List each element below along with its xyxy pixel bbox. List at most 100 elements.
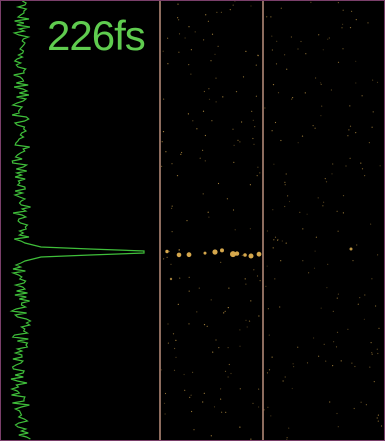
noise-speckle bbox=[190, 394, 192, 396]
noise-speckle bbox=[211, 120, 213, 122]
noise-speckle bbox=[342, 9, 344, 11]
noise-speckle bbox=[357, 303, 359, 305]
noise-speckle bbox=[266, 230, 268, 232]
noise-speckle bbox=[208, 98, 211, 100]
noise-speckle bbox=[266, 372, 269, 374]
noise-speckle bbox=[284, 376, 286, 378]
noise-speckle bbox=[171, 205, 173, 207]
noise-speckle bbox=[353, 407, 355, 410]
noise-speckle bbox=[239, 329, 241, 331]
noise-speckle bbox=[318, 34, 320, 36]
noise-speckle bbox=[178, 33, 181, 35]
noise-speckle bbox=[286, 437, 288, 439]
noise-speckle bbox=[215, 339, 217, 341]
bright-spot bbox=[243, 253, 247, 257]
noise-speckle bbox=[228, 363, 230, 366]
noise-speckle bbox=[227, 376, 229, 378]
bright-spot bbox=[186, 252, 192, 258]
noise-speckle bbox=[215, 101, 217, 103]
noise-speckle bbox=[239, 388, 241, 390]
noise-speckle bbox=[256, 175, 258, 177]
noise-speckle bbox=[241, 121, 243, 123]
noise-speckle bbox=[281, 240, 283, 242]
noise-speckle bbox=[342, 212, 344, 214]
noise-speckle bbox=[313, 267, 316, 269]
noise-speckle bbox=[184, 389, 186, 391]
noise-speckle bbox=[348, 129, 350, 131]
noise-speckle bbox=[290, 36, 292, 38]
noise-speckle bbox=[342, 48, 344, 50]
bright-spot bbox=[234, 251, 240, 256]
noise-speckle bbox=[203, 39, 205, 41]
noise-speckle bbox=[361, 168, 364, 170]
noise-speckle bbox=[314, 127, 316, 129]
noise-speckle bbox=[284, 54, 286, 56]
noise-speckle bbox=[230, 372, 232, 375]
noise-speckle bbox=[270, 415, 272, 417]
noise-speckle bbox=[301, 135, 304, 137]
noise-speckle bbox=[341, 27, 343, 29]
noise-speckle bbox=[258, 388, 260, 390]
noise-speckle bbox=[368, 142, 370, 144]
noise-speckle bbox=[258, 406, 260, 408]
noise-speckle bbox=[248, 320, 251, 322]
noise-speckle bbox=[268, 369, 271, 371]
noise-speckle bbox=[196, 311, 198, 313]
noise-speckle bbox=[255, 95, 257, 97]
noise-speckle bbox=[330, 89, 332, 91]
noise-speckle bbox=[361, 95, 363, 97]
noise-speckle bbox=[336, 331, 339, 333]
noise-speckle bbox=[317, 197, 319, 199]
noise-speckle bbox=[292, 363, 294, 365]
noise-speckle bbox=[315, 77, 317, 79]
noise-speckle bbox=[167, 323, 169, 325]
noise-speckle bbox=[204, 134, 206, 137]
noise-speckles-left-panel bbox=[160, 1, 261, 440]
noise-speckle bbox=[220, 261, 222, 263]
noise-speckle bbox=[321, 105, 323, 107]
noise-speckle bbox=[220, 398, 222, 400]
noise-speckle bbox=[356, 244, 358, 246]
noise-speckle bbox=[250, 300, 252, 302]
noise-speckle bbox=[167, 342, 169, 344]
noise-speckle bbox=[272, 84, 275, 86]
noise-speckle bbox=[160, 369, 163, 371]
noise-speckle bbox=[273, 163, 275, 165]
bright-spot bbox=[256, 251, 262, 257]
noise-speckle bbox=[233, 144, 235, 146]
noise-speckle bbox=[170, 263, 172, 265]
noise-speckle bbox=[161, 141, 163, 143]
noise-speckle bbox=[347, 135, 349, 137]
noise-speckle bbox=[369, 366, 371, 368]
noise-speckle bbox=[332, 163, 334, 165]
noise-speckle bbox=[351, 362, 353, 364]
noise-speckle bbox=[232, 209, 235, 211]
noise-speckle bbox=[264, 107, 266, 109]
noise-speckle bbox=[220, 388, 222, 390]
noise-speckle bbox=[257, 166, 259, 168]
noise-speckle bbox=[292, 97, 294, 99]
noise-speckle bbox=[168, 250, 170, 253]
noise-speckle bbox=[253, 269, 255, 271]
noise-speckle bbox=[325, 360, 327, 362]
noise-speckle bbox=[363, 318, 365, 320]
noise-speckle bbox=[207, 211, 209, 213]
noise-speckle bbox=[188, 276, 190, 278]
bright-spot bbox=[176, 252, 182, 258]
noise-speckle bbox=[279, 306, 281, 308]
noise-speckle bbox=[215, 77, 217, 79]
noise-speckle bbox=[302, 228, 304, 230]
noise-speckle bbox=[181, 151, 183, 154]
noise-speckle bbox=[163, 98, 165, 100]
noise-speckle bbox=[175, 356, 177, 358]
noise-speckle bbox=[373, 381, 375, 383]
noise-speckle bbox=[198, 287, 200, 289]
noise-speckle bbox=[359, 297, 361, 299]
noise-speckle bbox=[270, 16, 272, 18]
noise-speckle bbox=[192, 120, 194, 122]
noise-speckle bbox=[364, 175, 366, 177]
noise-speckle bbox=[257, 54, 259, 56]
noise-speckle bbox=[282, 380, 284, 382]
